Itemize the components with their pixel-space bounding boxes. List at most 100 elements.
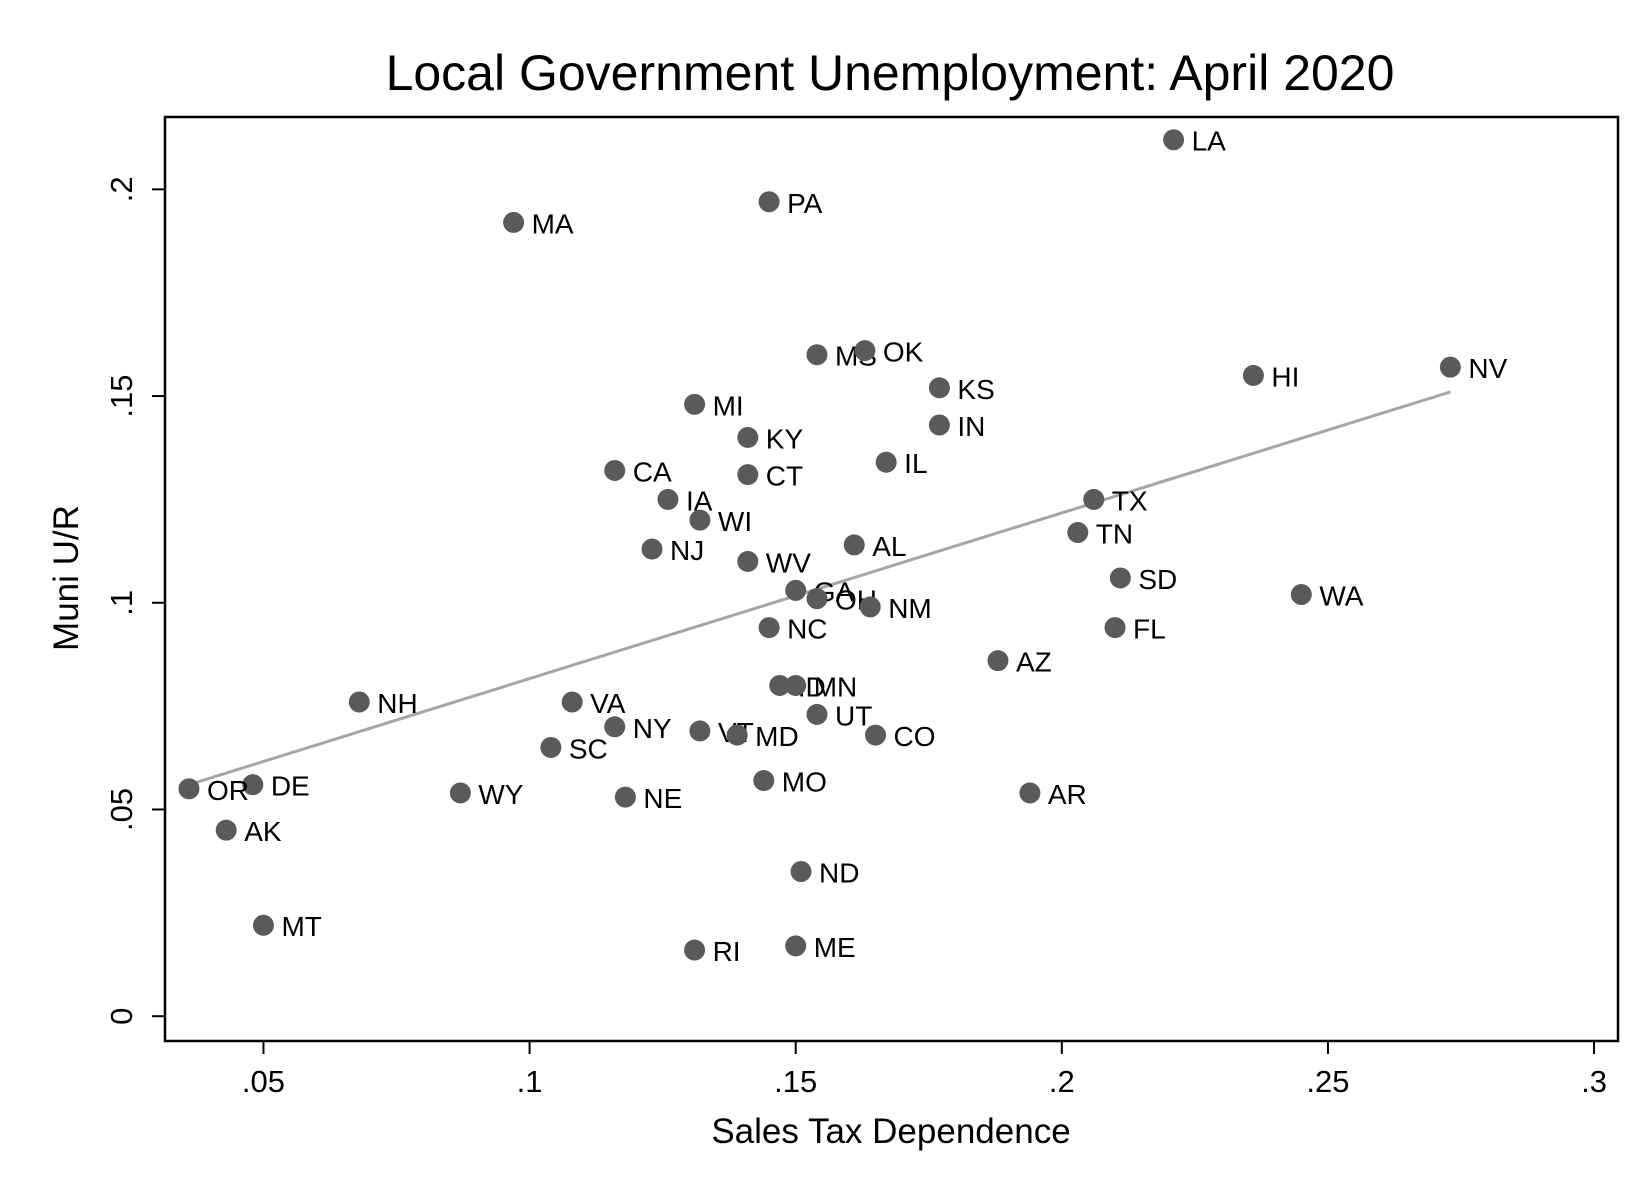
data-point-label-ks: KS [957, 374, 994, 405]
data-point-label-nc: NC [787, 614, 827, 645]
data-point-mn [785, 674, 807, 696]
data-point-de [242, 774, 264, 796]
data-point-nd [790, 860, 812, 882]
data-point-nh [348, 691, 370, 713]
data-point-label-ny: NY [633, 713, 672, 744]
data-point-id [769, 674, 791, 696]
data-point-nm [859, 596, 881, 618]
data-point-label-wy: WY [478, 779, 523, 810]
data-point-label-ok: OK [883, 337, 924, 368]
data-point-label-or: OR [207, 775, 249, 806]
data-point-label-sc: SC [569, 733, 608, 764]
data-point-label-mn: MN [814, 671, 858, 702]
plot-frame [163, 115, 1620, 1043]
data-point-label-ky: KY [766, 423, 804, 454]
data-point-tn [1067, 521, 1089, 543]
x-tick-label: .2 [1049, 1064, 1075, 1099]
data-point-ok [854, 340, 876, 362]
data-point-vt [689, 720, 711, 742]
data-point-label-ma: MA [532, 208, 574, 239]
data-point-label-me: ME [814, 932, 856, 963]
data-point-label-wa: WA [1319, 581, 1363, 612]
data-point-nc [758, 617, 780, 639]
data-point-or [178, 778, 200, 800]
data-point-la [1163, 129, 1185, 151]
data-point-ar [1019, 782, 1041, 804]
data-point-label-ct: CT [766, 461, 803, 492]
x-tick-label: .05 [242, 1064, 285, 1099]
data-point-label-co: CO [894, 721, 936, 752]
y-tick-label: 0 [104, 1008, 139, 1025]
fit-line [188, 390, 1451, 787]
data-point-label-fl: FL [1133, 614, 1166, 645]
y-axis-label: Muni U/R [47, 505, 86, 651]
data-point-sc [540, 736, 562, 758]
data-point-ne [614, 786, 636, 808]
data-point-ks [928, 377, 950, 399]
data-point-nv [1439, 356, 1461, 378]
data-point-tx [1083, 488, 1105, 510]
data-point-nj [641, 538, 663, 560]
data-point-label-tx: TX [1112, 485, 1148, 516]
data-point-ga [785, 579, 807, 601]
x-tick-label: .1 [517, 1064, 543, 1099]
data-point-ri [684, 939, 706, 961]
data-point-label-va: VA [590, 688, 626, 719]
x-axis-label: Sales Tax Dependence [711, 1112, 1070, 1151]
data-point-label-ri: RI [713, 936, 741, 967]
data-point-label-tn: TN [1096, 518, 1133, 549]
data-point-hi [1242, 364, 1264, 386]
data-point-label-nv: NV [1468, 353, 1507, 384]
data-point-label-de: DE [271, 771, 310, 802]
data-point-ia [657, 488, 679, 510]
data-point-label-mt: MT [281, 911, 321, 942]
chart-title: Local Government Unemployment: April 202… [386, 45, 1395, 101]
data-point-label-nm: NM [888, 593, 932, 624]
data-point-mo [753, 770, 775, 792]
data-point-mi [684, 393, 706, 415]
data-point-label-wi: WI [718, 506, 752, 537]
data-point-ca [604, 459, 626, 481]
data-point-al [843, 534, 865, 556]
data-point-label-sd: SD [1138, 564, 1177, 595]
x-tick-label: .3 [1581, 1064, 1607, 1099]
x-tick-label: .25 [1306, 1064, 1349, 1099]
data-point-label-in: IN [957, 411, 985, 442]
data-point-me [785, 935, 807, 957]
data-point-label-il: IL [904, 448, 927, 479]
data-point-mt [252, 914, 274, 936]
data-point-label-ne: NE [643, 783, 682, 814]
data-point-oh [806, 588, 828, 610]
x-tick-label: .15 [774, 1064, 817, 1099]
data-point-va [561, 691, 583, 713]
data-point-label-md: MD [755, 721, 799, 752]
data-point-sd [1109, 567, 1131, 589]
data-point-label-mo: MO [782, 767, 827, 798]
data-point-ms [806, 344, 828, 366]
data-point-label-az: AZ [1016, 647, 1052, 678]
data-point-md [726, 724, 748, 746]
data-point-az [987, 650, 1009, 672]
y-tick-label: .2 [104, 176, 139, 202]
data-point-wa [1290, 584, 1312, 606]
data-point-label-nh: NH [377, 688, 417, 719]
data-point-ny [604, 716, 626, 738]
data-point-ut [806, 703, 828, 725]
data-point-label-mi: MI [713, 390, 744, 421]
data-point-ma [503, 211, 525, 233]
data-point-label-nj: NJ [670, 535, 704, 566]
data-point-ky [737, 426, 759, 448]
data-point-label-al: AL [872, 531, 906, 562]
data-point-co [865, 724, 887, 746]
y-tick-label: .1 [104, 590, 139, 616]
data-point-label-hi: HI [1271, 361, 1299, 392]
data-point-pa [758, 191, 780, 213]
y-tick-label: .15 [104, 375, 139, 418]
data-point-wi [689, 509, 711, 531]
data-point-ak [215, 819, 237, 841]
data-point-il [875, 451, 897, 473]
data-point-wy [449, 782, 471, 804]
data-point-label-wv: WV [766, 547, 811, 578]
